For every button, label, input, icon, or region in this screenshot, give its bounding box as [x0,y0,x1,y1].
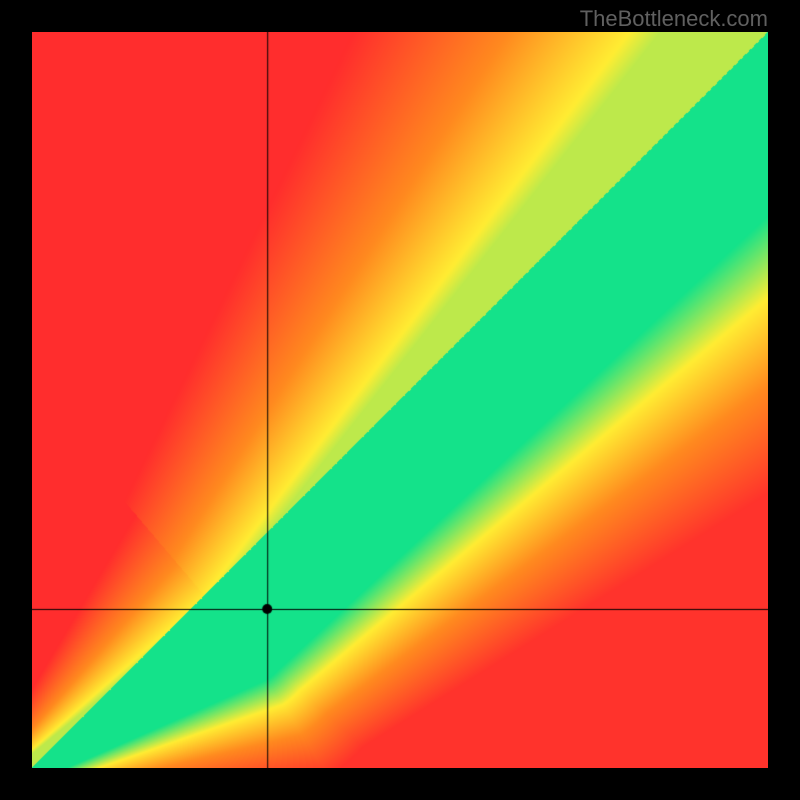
watermark-text: TheBottleneck.com [580,6,768,32]
heatmap-canvas [32,32,768,768]
heatmap-plot [32,32,768,768]
chart-container: TheBottleneck.com [0,0,800,800]
